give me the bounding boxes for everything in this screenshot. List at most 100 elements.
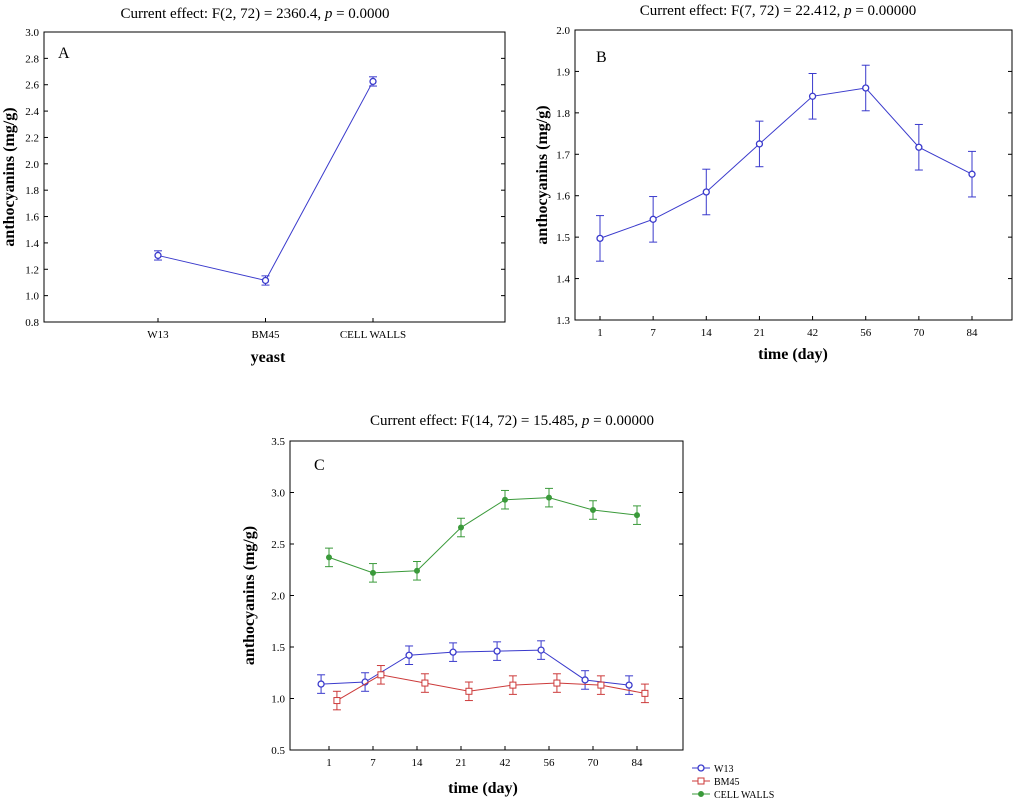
series-line [328,497,638,574]
y-tick-label: 2.4 [25,106,39,118]
x-tick-label: 84 [967,327,979,339]
legend-marker [697,777,705,785]
x-tick-label: BM45 [251,329,280,341]
data-point [702,188,710,196]
y-tick-label: 0.5 [271,745,285,757]
title-suffix: = 0.0000 [332,6,389,22]
title-suffix: = 0.00000 [852,3,917,19]
x-axis-label: yeast [251,349,286,366]
data-point [465,687,473,695]
x-tick-label: W13 [147,329,169,341]
y-tick-label: 2.2 [25,132,39,144]
y-tick-label: 1.5 [271,642,285,654]
data-point [649,215,657,223]
x-tick-label: 1 [597,327,603,339]
panel-letter: A [58,45,70,62]
data-point [405,651,413,659]
data-point [537,646,545,654]
data-point [449,648,457,656]
series-line [336,674,646,701]
data-point [317,680,325,688]
x-tick-label: 70 [588,757,600,769]
data-point [915,143,923,151]
title-p: p [581,413,590,429]
series-line [157,81,374,282]
series-line [599,87,973,239]
x-tick-label: 7 [370,757,376,769]
chart-title: Current effect: F(7, 72) = 22.412, p = 0… [640,3,917,19]
x-tick-label: CELL WALLS [340,329,406,341]
data-point [421,679,429,687]
data-point [596,234,604,243]
y-tick-label: 1.3 [556,315,570,327]
chart-title: Current effect: F(2, 72) = 2360.4, p = 0… [120,6,389,22]
data-point [581,676,589,684]
x-tick-label: 56 [544,757,556,769]
data-point [370,569,376,576]
series-w13 [317,640,634,695]
title-prefix: Current effect: F(2, 72) = 2360.4, [120,6,324,22]
y-tick-label: 2.6 [25,80,39,92]
data-point [553,679,561,687]
x-tick-label: 14 [701,327,713,339]
data-point [414,567,420,574]
data-point [546,494,552,501]
y-axis-label: anthocyanins (mg/g) [534,105,551,244]
x-tick-label: 42 [807,327,818,339]
y-axis-label: anthocyanins (mg/g) [1,107,18,246]
y-tick-label: 1.0 [25,291,39,303]
y-tick-label: 3.5 [271,436,285,448]
data-point [597,681,605,689]
data-point [261,276,270,285]
y-tick-label: 2.0 [25,159,39,171]
x-tick-label: 56 [860,327,872,339]
y-tick-label: 2.5 [271,539,285,551]
y-tick-label: 1.9 [556,66,570,78]
chart-title: Current effect: F(14, 72) = 15.485, p = … [370,413,654,429]
x-tick-label: 21 [456,757,467,769]
y-tick-label: 1.6 [556,191,570,203]
series-bm45 [332,665,649,711]
y-tick-label: 1.2 [25,264,39,276]
x-tick-label: 21 [754,327,765,339]
legend-marker [698,791,704,797]
data-point [458,524,464,531]
legend-label: BM45 [714,777,740,788]
y-tick-label: 1.5 [556,232,570,244]
y-tick-label: 0.8 [25,317,39,329]
panel-letter: B [596,49,607,66]
series-line [321,649,630,686]
x-tick-label: 70 [913,327,925,339]
data-point [862,84,870,92]
series-anthocyanins [596,64,976,262]
y-tick-label: 1.8 [25,185,39,197]
x-tick-label: 42 [500,757,511,769]
data-point [641,689,649,697]
panel-letter: C [314,457,325,474]
plot-frame [43,31,506,323]
x-axis-label: time (day) [758,346,828,363]
data-point [808,92,817,100]
panel-a: Current effect: F(2, 72) = 2360.4, p = 0… [1,6,506,366]
y-tick-label: 1.7 [556,149,570,161]
data-point [634,512,640,519]
x-axis-label: time (day) [448,780,518,797]
x-tick-label: 7 [650,327,656,339]
y-tick-label: 2.8 [25,53,39,65]
data-point [590,507,596,514]
series-anthocyanins [154,76,377,286]
data-point [755,140,764,148]
legend-label: CELL WALLS [714,790,774,801]
data-point [369,77,377,86]
title-prefix: Current effect: F(14, 72) = 15.485, [370,413,582,429]
y-tick-label: 3.0 [271,488,285,500]
panel-b: Current effect: F(7, 72) = 22.412, p = 0… [534,3,1013,363]
data-point [625,681,633,689]
title-suffix: = 0.00000 [589,413,654,429]
title-p: p [843,3,852,19]
data-point [333,697,341,705]
series-cell-walls [325,487,641,583]
data-point [502,496,508,503]
x-tick-label: 14 [412,757,424,769]
